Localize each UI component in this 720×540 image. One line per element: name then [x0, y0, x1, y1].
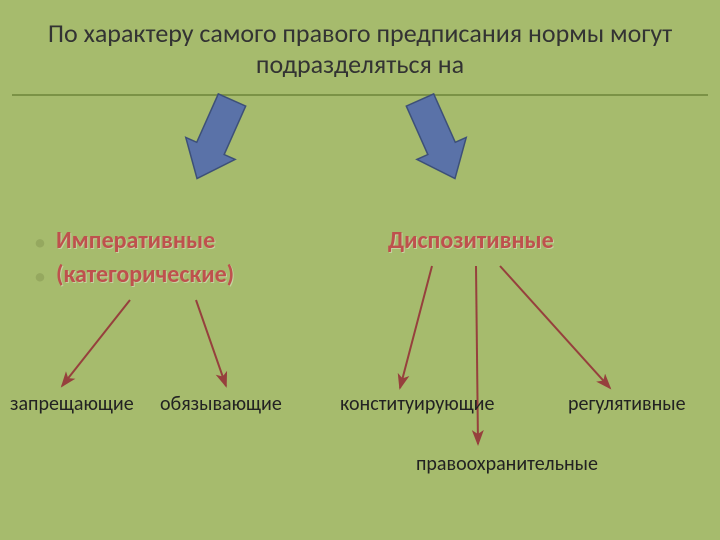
sub-lawenforcement: правоохранительные	[416, 452, 598, 476]
slide: По характеру самого правого предписания …	[0, 0, 720, 540]
label-imperative: Императивные	[56, 226, 215, 255]
slide-title: По характеру самого правого предписания …	[48, 17, 672, 80]
thin-arrow-icon	[400, 266, 432, 388]
bullet-icon: •	[34, 262, 46, 291]
sub-constituting: конституирующие	[340, 392, 494, 416]
block-arrow-icon	[395, 89, 479, 190]
thin-arrow-icon	[62, 300, 130, 386]
thin-arrow-icon	[196, 300, 226, 386]
label-dispositive: Диспозитивные	[388, 226, 554, 255]
sub-obliging: обязывающие	[160, 392, 282, 416]
block-arrow-icon	[172, 89, 256, 190]
title-box: По характеру самого правого предписания …	[12, 8, 708, 96]
thin-arrow-icon	[476, 266, 478, 444]
label-categorical: (категорические)	[56, 260, 234, 289]
sub-forbidding: запрещающие	[10, 392, 134, 416]
sub-regulative: регулятивные	[568, 392, 686, 416]
bullet-icon: •	[34, 228, 46, 257]
thin-arrow-icon	[500, 266, 610, 388]
